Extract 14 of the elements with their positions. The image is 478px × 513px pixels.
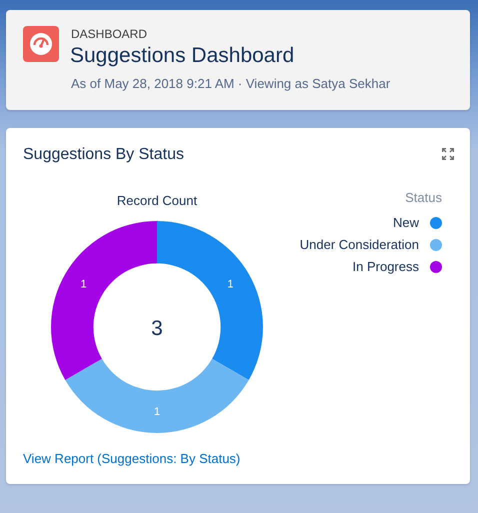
chart-title: Suggestions By Status bbox=[23, 146, 184, 163]
data-label: 1 bbox=[154, 406, 160, 418]
legend-label: New bbox=[392, 215, 419, 230]
data-label: 1 bbox=[227, 278, 234, 291]
text: 3 bbox=[150, 317, 164, 340]
legend-label: In Progress bbox=[352, 259, 419, 274]
legend-title: Status bbox=[404, 190, 442, 205]
text: As of May 28, 2018 9:21 AM · Viewing as Satya Sekhar bbox=[71, 76, 390, 91]
legend-label: Under Consideration bbox=[298, 237, 419, 252]
text: DASHBOARD bbox=[71, 27, 148, 41]
text: View Report (Suggestions: By Status) bbox=[23, 451, 240, 466]
chart-subtitle: Record Count bbox=[116, 193, 198, 208]
data-label: 1 bbox=[80, 278, 87, 291]
text: Suggestions Dashboard bbox=[70, 44, 294, 67]
